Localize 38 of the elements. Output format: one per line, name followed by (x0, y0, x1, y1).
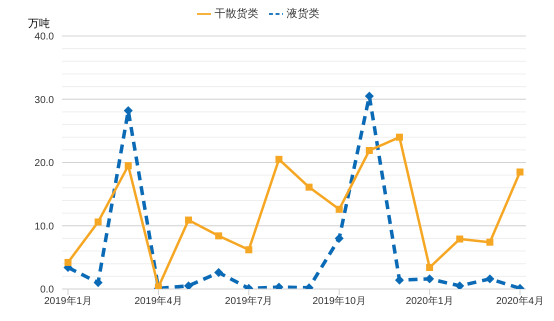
point (245, 246, 252, 254)
point (455, 281, 464, 289)
x-tick-label: 2020年4月 (496, 295, 544, 308)
point (516, 168, 524, 176)
y-tick-label: 20.0 (34, 158, 54, 170)
y-tick-label: 40.0 (34, 32, 54, 43)
point (124, 106, 133, 116)
point (394, 276, 404, 285)
point (336, 206, 343, 213)
legend-label: 干散货类 (214, 8, 258, 20)
x-tick-label: 2019年4月 (134, 295, 182, 308)
point (215, 232, 222, 240)
x-tick-label: 2019年7月 (224, 295, 273, 308)
point (306, 184, 313, 191)
point (275, 156, 282, 163)
point (94, 218, 102, 226)
point (485, 274, 494, 284)
y-axis-title: 万吨 (28, 17, 50, 31)
x-tick-label: 2019年10月 (312, 295, 366, 308)
point (456, 236, 464, 243)
point (94, 278, 103, 288)
point (366, 146, 373, 154)
point (184, 281, 194, 289)
point (124, 162, 132, 170)
point (334, 234, 344, 243)
point (364, 92, 374, 101)
y-tick-label: 30.0 (34, 94, 54, 106)
x-tick-label: 2020年1月 (406, 295, 454, 308)
x-tick-label: 2019年1月 (44, 295, 92, 308)
point (185, 216, 192, 224)
y-tick-label: 0.0 (40, 284, 54, 296)
legend-label: 液货类 (286, 8, 320, 20)
point (214, 268, 224, 278)
point (396, 134, 403, 141)
point (486, 238, 494, 246)
point (426, 264, 434, 271)
y-tick-label: 10.0 (34, 221, 54, 232)
point (64, 258, 72, 266)
